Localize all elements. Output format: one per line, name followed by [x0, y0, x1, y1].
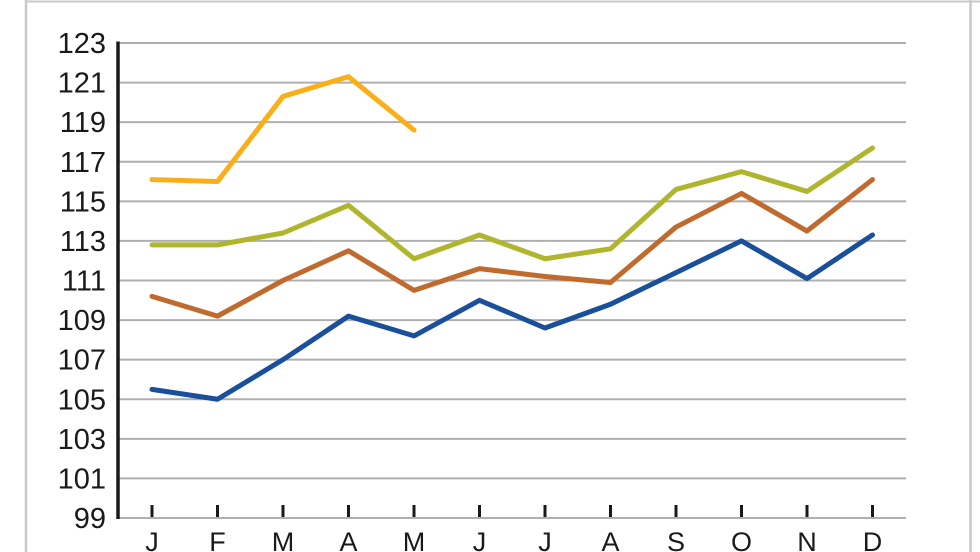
x-tick-label-10: O [731, 527, 752, 552]
blue-series-line [149, 232, 875, 402]
x-tick-label-8: A [601, 527, 619, 552]
y-tick-label-101: 101 [58, 463, 106, 495]
x-tick-label-6: J [473, 527, 487, 552]
y-tick-label-115: 115 [60, 186, 106, 218]
x-tick-label-2: F [209, 527, 226, 552]
x-tick-label-7: J [538, 527, 552, 552]
y-tick-label-121: 121 [58, 68, 106, 100]
x-tick-label-4: A [339, 527, 357, 552]
x-tick-label-12: D [863, 527, 883, 552]
green-series-line [149, 145, 875, 262]
y-tick-label-119: 119 [60, 107, 106, 139]
y-tick-label-107: 107 [58, 345, 106, 377]
y-tick-label-117: 117 [60, 147, 106, 179]
y-tick-label-103: 103 [58, 424, 106, 456]
x-tick-label-5: M [403, 527, 426, 552]
x-tick-label-9: S [667, 527, 685, 552]
y-tick-label-123: 123 [58, 28, 106, 60]
y-tick-label-109: 109 [58, 305, 106, 337]
y-tick-label-111: 111 [62, 266, 106, 298]
y-tick-label-99: 99 [74, 503, 106, 535]
x-tick-label-11: N [797, 527, 817, 552]
orange-series-line [149, 177, 875, 319]
y-tick-label-105: 105 [58, 384, 106, 416]
x-tick-label-1: J [145, 527, 159, 552]
x-tick-label-3: M [272, 527, 295, 552]
y-tick-label-113: 113 [60, 226, 106, 258]
yellow-series-line [149, 74, 417, 185]
